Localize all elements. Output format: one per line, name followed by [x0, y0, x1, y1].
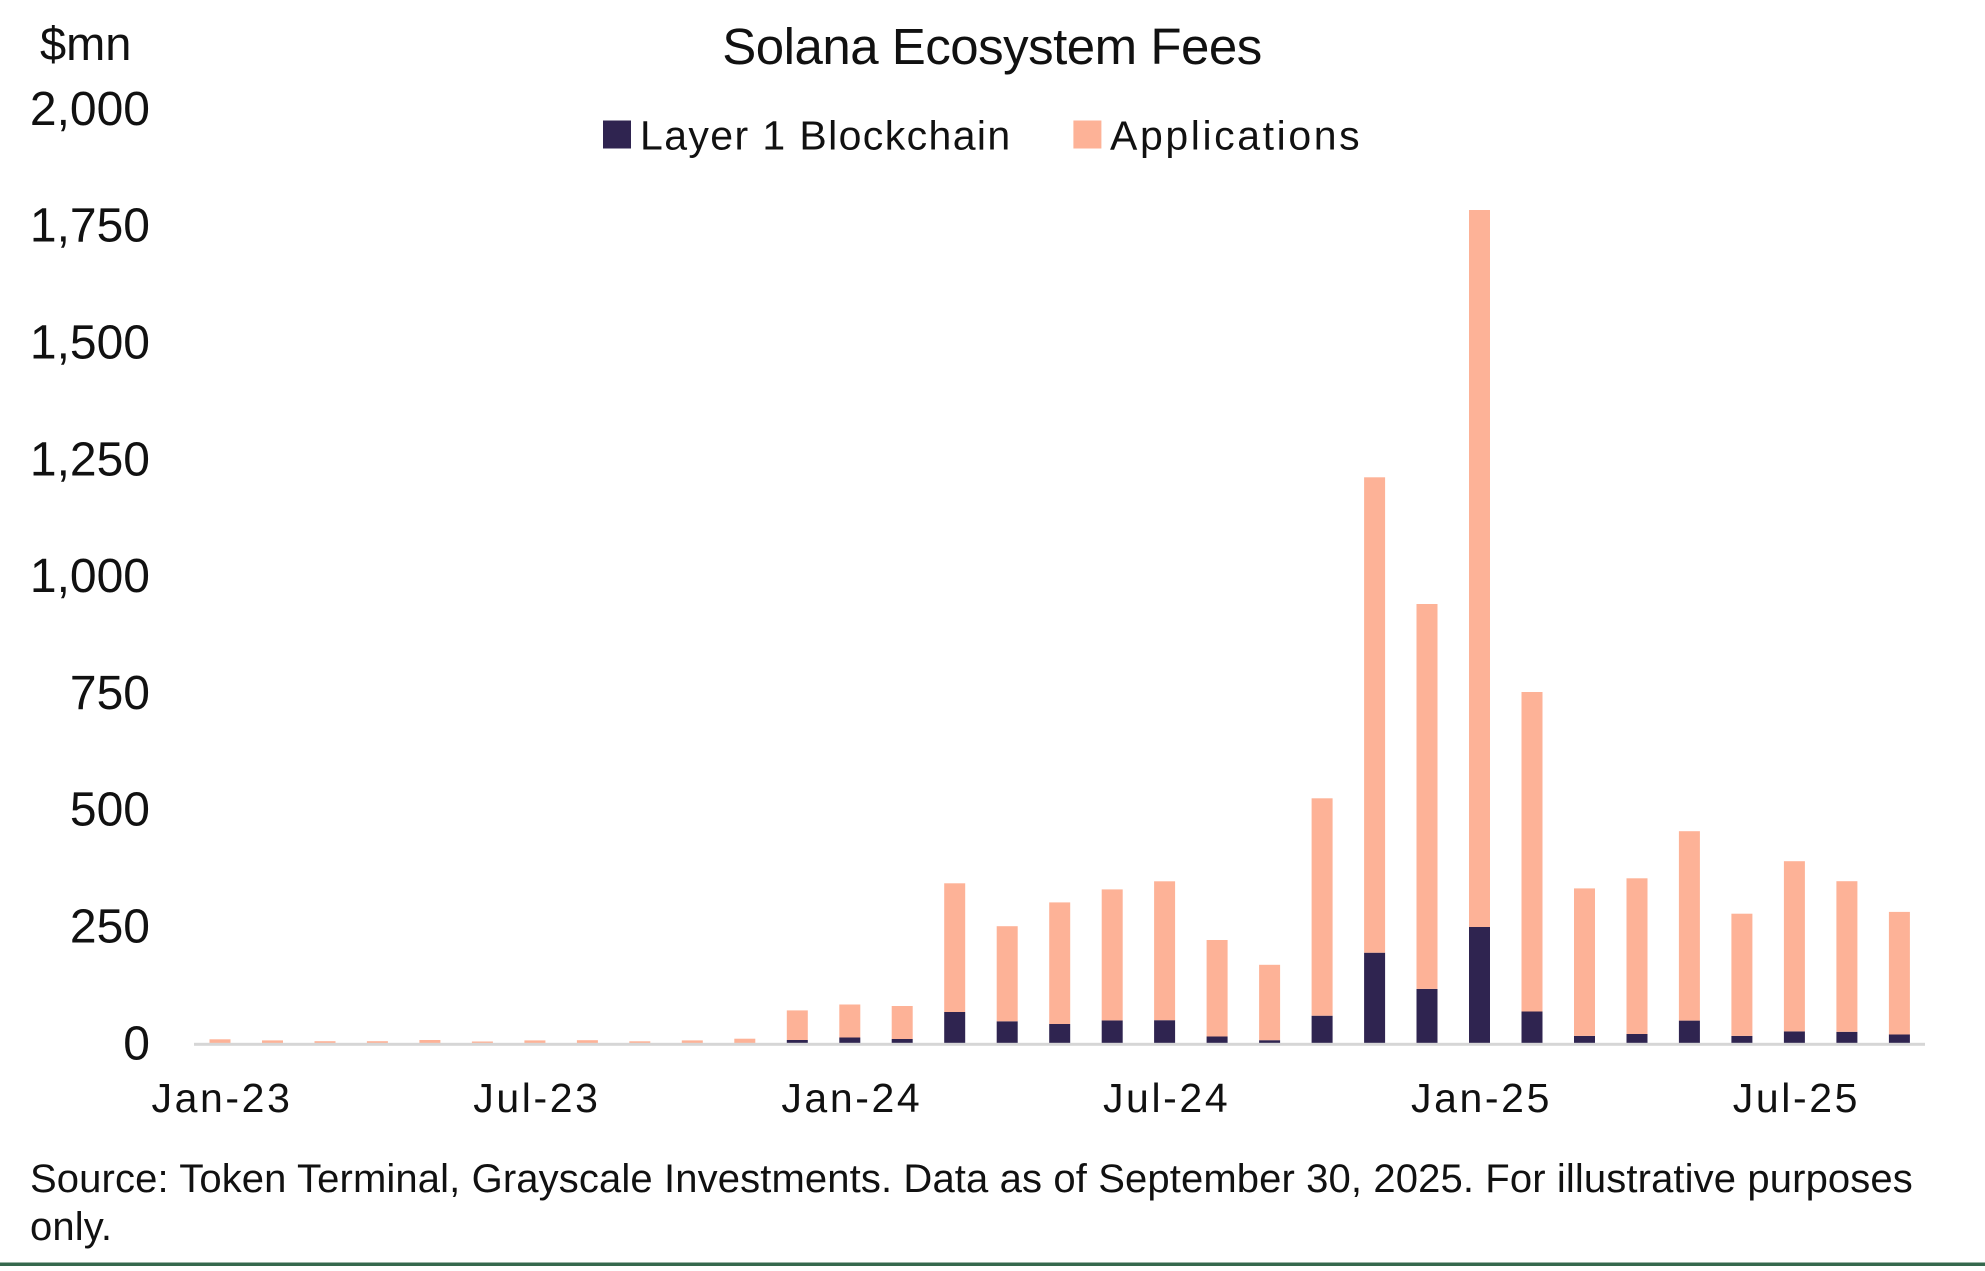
svg-text:250: 250: [70, 901, 150, 954]
svg-text:Jan-25: Jan-25: [1411, 1075, 1552, 1121]
svg-text:Source: Token Terminal, Graysc: Source: Token Terminal, Grayscale Invest…: [30, 1157, 1913, 1201]
svg-text:0: 0: [123, 1017, 150, 1070]
svg-text:500: 500: [70, 784, 150, 837]
svg-text:$mn: $mn: [40, 17, 131, 70]
svg-text:2,000: 2,000: [30, 83, 150, 136]
svg-text:1,000: 1,000: [30, 550, 150, 603]
svg-text:Solana Ecosystem Fees: Solana Ecosystem Fees: [722, 18, 1261, 75]
svg-text:Jan-23: Jan-23: [152, 1075, 293, 1121]
svg-text:Jul-25: Jul-25: [1733, 1075, 1860, 1121]
svg-text:Jul-24: Jul-24: [1103, 1075, 1230, 1121]
svg-text:Jul-23: Jul-23: [473, 1075, 600, 1121]
svg-text:Applications: Applications: [1110, 113, 1362, 159]
svg-text:Layer 1 Blockchain: Layer 1 Blockchain: [640, 113, 1012, 159]
svg-text:1,250: 1,250: [30, 433, 150, 486]
svg-text:1,750: 1,750: [30, 200, 150, 253]
svg-text:750: 750: [70, 667, 150, 720]
svg-text:only.: only.: [30, 1205, 112, 1249]
svg-text:1,500: 1,500: [30, 317, 150, 370]
svg-text:Jan-24: Jan-24: [781, 1075, 922, 1121]
